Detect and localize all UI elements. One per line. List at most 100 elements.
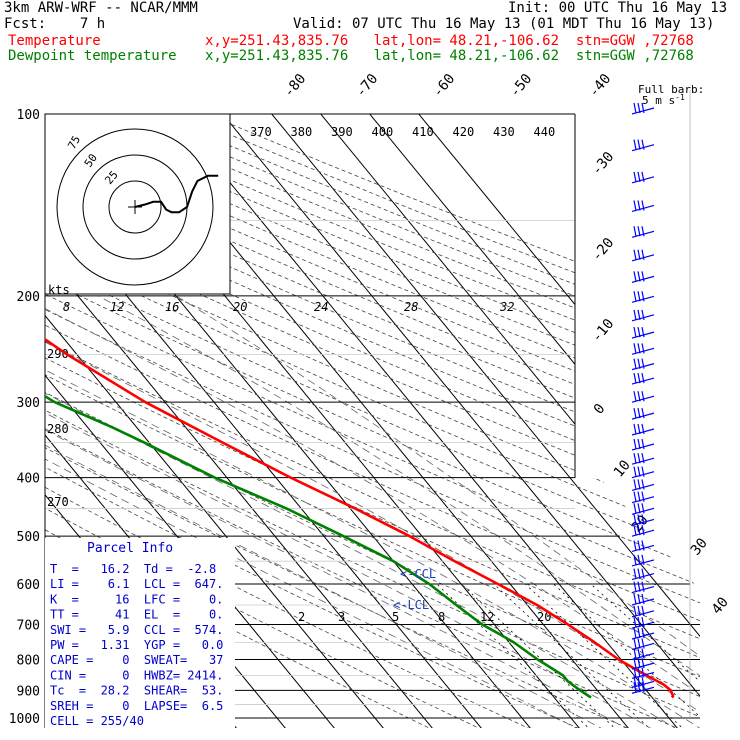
dry-adiabat-line	[45, 114, 700, 728]
mixing-ratio-labels: 2 3 5 8 12 20	[298, 610, 551, 624]
wind-barb	[631, 627, 655, 640]
wind-barb	[631, 372, 655, 385]
isotherm-line	[272, 114, 700, 728]
wind-barb	[631, 540, 655, 553]
moist-adiabat-line	[45, 295, 700, 728]
dry-adiabat-line	[45, 114, 700, 728]
wind-barb	[631, 271, 655, 283]
isotherm-line	[45, 114, 337, 728]
dry-adiabat-line	[45, 114, 700, 728]
model-title: 3km ARW-WRF -- NCAR/MMM	[4, 0, 198, 16]
sounding-profiles	[45, 114, 675, 699]
wind-barb	[631, 605, 655, 618]
parcel-info-title: Parcel Info	[87, 541, 173, 556]
pressure-label: 500	[17, 530, 40, 545]
dewpoint-profile	[45, 114, 592, 699]
wind-barb	[631, 139, 655, 152]
parcel-info-row: SWI = 5.9 CCL = 574.	[50, 623, 223, 637]
wind-barb	[631, 682, 655, 694]
wind-barb	[631, 514, 655, 527]
moist-adiabat-line	[45, 295, 631, 728]
parcel-info-row: CIN = 0 HWBZ= 2414.	[50, 668, 223, 682]
moist-adiabat-line	[45, 295, 656, 728]
legend-dewpoint: Dewpoint temperature	[8, 48, 177, 64]
dry-adiabat-line	[45, 114, 535, 728]
parcel-info-row: TT = 41 EL = 0.	[50, 608, 223, 622]
isotherm-label: -40	[586, 71, 615, 101]
dry-adiabat-line	[45, 114, 684, 728]
isotherm-label: 0	[591, 401, 609, 418]
hodograph-ring-label: 50	[82, 151, 100, 169]
mixing-ratio-label: 2	[298, 610, 305, 624]
speed-axis-label: 12	[110, 300, 124, 314]
parcel-info-row: PW = 1.31 YGP = 0.0	[50, 638, 223, 652]
dry-adiabat-line	[45, 114, 700, 728]
isotherm-label: -20	[589, 235, 618, 265]
parcel-info-box: Parcel Info T = 16.2 Td = -2.8LI = 6.1 LC…	[45, 538, 235, 728]
isotherm-label: -50	[507, 71, 536, 101]
pressure-label: 800	[17, 653, 40, 668]
valid-time: Valid: 07 UTC Thu 16 May 13 (01 MDT Thu …	[293, 16, 715, 32]
wind-barb	[631, 453, 655, 465]
forecast-hour: Fcst: 7 h	[4, 16, 106, 32]
theta-label: 420	[453, 125, 475, 139]
pressure-label: 700	[17, 618, 40, 633]
isotherm-label: 10	[611, 457, 634, 480]
mixing-ratio-line	[553, 583, 700, 728]
hodograph-ring-label: 75	[65, 134, 83, 152]
mixing-ratio-label: 5	[392, 610, 399, 624]
mixing-ratio-label: 12	[480, 610, 494, 624]
dry-adiabat-line	[45, 114, 485, 728]
isotherm-label: 40	[709, 594, 732, 617]
hodograph-trace	[134, 174, 219, 214]
dry-adiabat-line	[45, 114, 700, 728]
wind-barb	[631, 617, 655, 629]
wind-barb	[631, 327, 655, 339]
wind-barb	[631, 200, 655, 213]
wind-barb	[631, 593, 655, 606]
wind-barb	[631, 503, 655, 515]
isotherm-line	[45, 114, 484, 728]
legend-temperature: Temperature	[8, 33, 101, 49]
dry-adiabat-line	[45, 114, 700, 728]
dry-adiabat-line	[45, 114, 700, 728]
isotherm-line	[370, 114, 700, 728]
isotherm-label: 30	[688, 535, 711, 558]
parcel-info-row: SREH = 0 LAPSE= 6.5	[50, 699, 223, 713]
dry-adiabat-label: 280	[47, 422, 69, 436]
moist-adiabat-line	[97, 295, 700, 728]
dry-adiabat-line	[45, 114, 585, 728]
location-line-dewpoint: x,y=251.43,835.76 lat,lon= 48.21,-106.62…	[205, 48, 694, 64]
parcel-info-background	[45, 538, 235, 728]
parcel-info-row: Tc = 28.2 SHEAR= 53.	[50, 684, 223, 698]
pressure-label: 100	[17, 108, 40, 123]
theta-label: 400	[372, 125, 394, 139]
pressure-label: 600	[17, 578, 40, 593]
temperature-profile	[45, 114, 675, 699]
location-line-temperature: x,y=251.43,835.76 lat,lon= 48.21,-106.62…	[205, 33, 694, 49]
theta-label: 410	[412, 125, 434, 139]
wind-barb	[631, 249, 655, 262]
speed-axis-label: 8	[63, 300, 70, 314]
dry-adiabat-line	[45, 114, 700, 728]
wind-barb	[631, 391, 655, 403]
isotherm-label: -60	[430, 71, 459, 101]
dry-adiabat-line	[45, 114, 700, 728]
wind-barb	[631, 581, 655, 594]
isotherm-line	[223, 114, 700, 728]
pressure-label: 300	[17, 396, 40, 411]
moist-adiabat-line	[175, 295, 700, 728]
pressure-label: 200	[17, 290, 40, 305]
ccl-marker: <-CCL	[400, 567, 436, 581]
speed-axis-label: 16	[165, 300, 179, 314]
speed-axis-label: 24	[314, 300, 328, 314]
isotherm-label: -80	[281, 71, 310, 101]
barb-legend-title: Full barb:	[638, 83, 704, 96]
speed-axis-label: 20	[233, 300, 247, 314]
isotherm-line	[45, 114, 386, 728]
pressure-label: 900	[17, 684, 40, 699]
wind-barbs	[631, 90, 691, 718]
